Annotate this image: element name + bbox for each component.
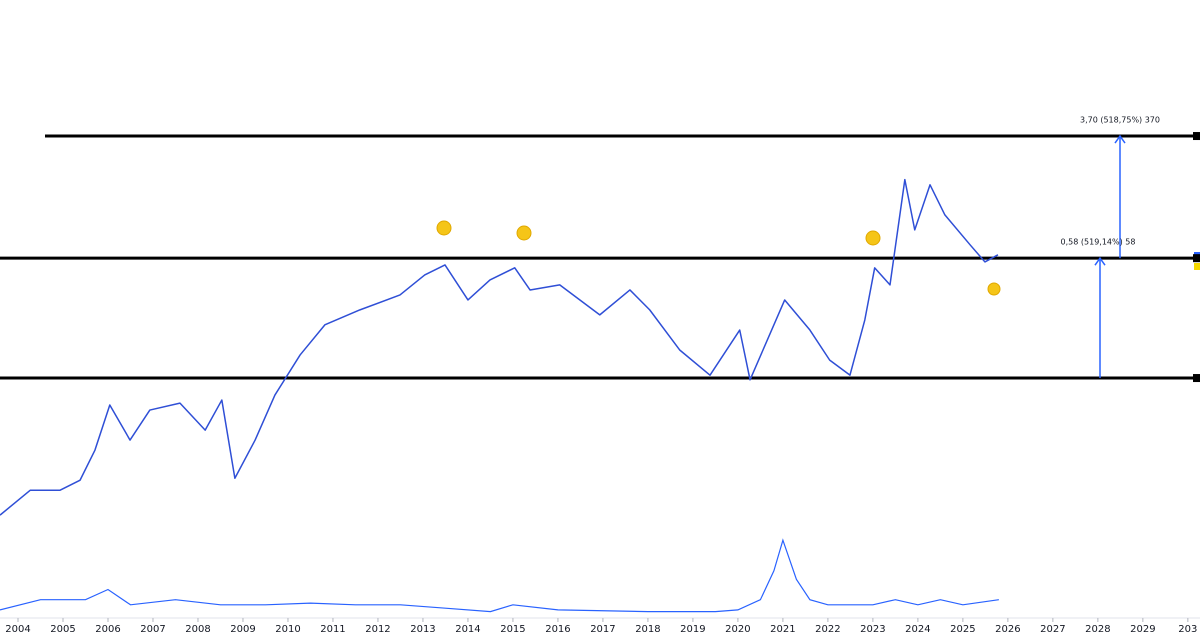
x-tick-label: 2009: [230, 624, 255, 635]
level-handle: [1193, 254, 1200, 263]
x-tick-label: 2023: [860, 624, 885, 635]
dividend-icon: [516, 225, 532, 241]
x-tick-label: 2010: [275, 624, 300, 635]
dividend-markers: [436, 220, 1001, 296]
volume-line: [0, 538, 999, 613]
x-tick-label: 2004: [5, 624, 30, 635]
dividend-icon: [987, 282, 1001, 296]
x-tick-label: 2013: [410, 624, 435, 635]
measure-arrow-head: [1094, 256, 1106, 266]
x-tick-label: 203: [1178, 624, 1197, 635]
annotation: 3,70 (518,75%) 370: [1080, 116, 1160, 125]
x-tick-label: 2011: [320, 624, 345, 635]
x-tick-label: 2007: [140, 624, 165, 635]
x-tick-label: 2025: [950, 624, 975, 635]
x-tick-label: 2028: [1085, 624, 1110, 635]
x-tick-label: 2016: [545, 624, 570, 635]
x-tick-label: 2015: [500, 624, 525, 635]
level-handle: [1193, 132, 1200, 141]
x-tick-label: 2029: [1130, 624, 1155, 635]
x-tick-label: 2012: [365, 624, 390, 635]
measure-arrow-head: [1114, 134, 1126, 144]
x-tick-label: 2008: [185, 624, 210, 635]
x-tick-label: 2005: [50, 624, 75, 635]
x-tick-label: 2018: [635, 624, 660, 635]
x-tick-label: 2027: [1040, 624, 1065, 635]
level-handle: [1193, 374, 1200, 383]
x-tick-label: 2017: [590, 624, 615, 635]
x-tick-label: 2021: [770, 624, 795, 635]
x-tick-label: 2026: [995, 624, 1020, 635]
x-tick-label: 2006: [95, 624, 120, 635]
dividend-icon: [436, 220, 452, 236]
x-tick-label: 2022: [815, 624, 840, 635]
x-tick-label: 2019: [680, 624, 705, 635]
annotation: 0,58 (519,14%) 58: [1061, 238, 1136, 247]
x-tick-label: 2014: [455, 624, 480, 635]
x-tick-label: 2020: [725, 624, 750, 635]
dividend-icon: [865, 230, 881, 246]
price-line: [0, 178, 999, 516]
x-tick-label: 2024: [905, 624, 930, 635]
price-tag: [1194, 263, 1200, 270]
